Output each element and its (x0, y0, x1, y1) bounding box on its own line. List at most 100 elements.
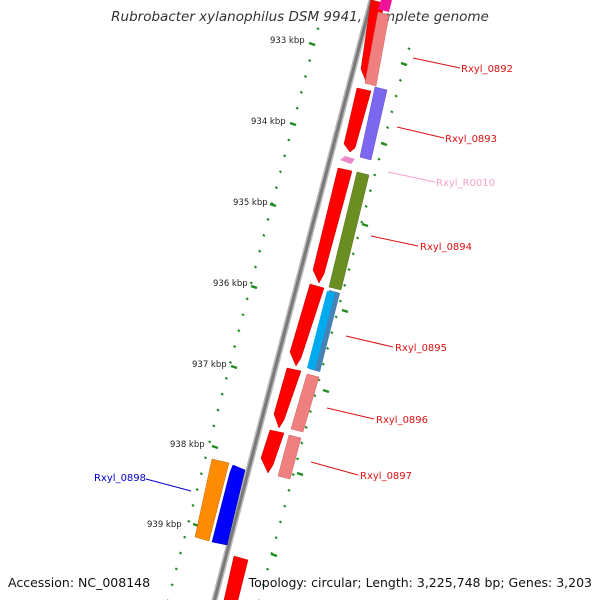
kbp-ticks: 933 kbp 934 kbp 935 kbp 936 kbp 937 kbp … (147, 36, 408, 558)
scale-dot (398, 78, 403, 82)
leader-line (345, 335, 394, 348)
scale-dot (394, 94, 398, 98)
scale-dot (287, 488, 291, 492)
scale-dot (299, 90, 303, 94)
gene-label[interactable]: Rxyl_0894 (420, 242, 472, 253)
gene-label[interactable]: Rxyl_0895 (395, 343, 447, 354)
scale-dot (208, 440, 212, 444)
scale-dot (351, 252, 355, 256)
leader-line (387, 171, 436, 183)
scale-dot (360, 220, 364, 224)
kbp-tick-label: 938 kbp (170, 440, 205, 450)
scale-dot (224, 376, 228, 380)
scale-dot (245, 297, 249, 301)
label-leaders (145, 57, 461, 492)
kbp-tick (269, 202, 277, 208)
scale-dot (316, 27, 320, 31)
gene-label[interactable]: Rxyl_0893 (445, 134, 497, 145)
cog-bar[interactable] (328, 171, 370, 291)
kbp-tick (250, 284, 258, 290)
kbp-tick (230, 364, 238, 370)
scale-dot (373, 173, 377, 177)
kbp-tick-label: 933 kbp (270, 36, 305, 46)
scale-dot (283, 504, 287, 508)
scale-dot (274, 186, 278, 190)
gene-arrow[interactable] (260, 429, 285, 474)
scale-dot (364, 204, 368, 209)
scale-dot (220, 392, 224, 396)
genome-backbone (211, 0, 375, 600)
forward-strand-genes (211, 464, 246, 546)
scale-dot (347, 267, 351, 272)
scale-dot (308, 409, 313, 414)
scale-dot (216, 408, 220, 412)
leader-line (370, 235, 419, 247)
scale-dot (274, 536, 278, 540)
scale-dot (300, 441, 304, 445)
gene-label[interactable]: Rxyl_0897 (360, 471, 412, 482)
scale-dot (191, 503, 195, 507)
scale-dot (249, 281, 253, 285)
scale-dot (390, 110, 394, 114)
gene-label[interactable]: Rxyl_R0010 (436, 178, 495, 189)
scale-dot (187, 519, 191, 523)
gene-label[interactable]: Rxyl_0898 (94, 473, 146, 484)
gene-arrow[interactable] (289, 283, 325, 367)
scale-dot (262, 233, 266, 237)
kbp-tick-label: 939 kbp (147, 520, 182, 530)
gene-label[interactable]: Rxyl_0896 (376, 415, 428, 426)
inner-tick (322, 388, 330, 394)
scale-dot (303, 74, 308, 78)
scale-dot (233, 344, 237, 349)
scale-dot (295, 457, 300, 461)
leader-line (145, 478, 192, 492)
kbp-tick-label: 934 kbp (251, 117, 286, 127)
gene-arrow[interactable] (312, 167, 353, 284)
cog-bar[interactable] (277, 434, 302, 480)
scale-dot (308, 58, 312, 63)
scale-dot (183, 535, 187, 539)
kbp-tick-label: 936 kbp (213, 279, 248, 289)
cog-bar[interactable] (359, 86, 388, 161)
scale-dot (368, 189, 373, 193)
scale-dot (237, 329, 241, 333)
scale-dots-right (258, 47, 411, 600)
scale-dot (377, 157, 381, 161)
leader-line (396, 126, 445, 139)
scale-dot (330, 331, 334, 335)
cog-bar[interactable] (194, 458, 230, 542)
scale-dot (283, 154, 287, 158)
scale-dot (343, 283, 347, 287)
cog-bar[interactable] (378, 0, 392, 12)
scale-dot (278, 170, 283, 174)
scale-dot (258, 249, 262, 253)
kbp-tick-label: 937 kbp (192, 360, 227, 370)
rna-arrow[interactable] (340, 156, 355, 164)
gene-label[interactable]: Rxyl_0892 (461, 64, 513, 75)
cog-bar[interactable] (364, 11, 390, 87)
gene-arrow[interactable] (223, 555, 249, 600)
gene-labels: Rxyl_0892 Rxyl_0893 Rxyl_R0010 Rxyl_0894… (94, 64, 513, 484)
scale-dot (385, 126, 390, 130)
scale-dot (170, 583, 174, 587)
scale-dot (261, 583, 265, 587)
kbp-tick (289, 121, 297, 127)
gene-arrow[interactable] (343, 87, 372, 153)
kbp-tick (308, 41, 316, 47)
map-title: Rubrobacter xylanophilus DSM 9941, compl… (111, 9, 489, 25)
inner-tick (270, 552, 278, 558)
leader-line (326, 407, 375, 420)
scale-dot (295, 106, 299, 110)
reverse-strand-genes (223, 0, 385, 600)
scale-dot (253, 265, 258, 269)
gene-arrow[interactable] (211, 464, 246, 546)
scale-dot (199, 472, 203, 476)
cog-bar[interactable] (307, 291, 335, 370)
scale-dot (338, 299, 343, 303)
cog-bar[interactable] (290, 373, 320, 433)
inner-tick (400, 61, 408, 67)
inner-tick (341, 308, 349, 314)
gene-arrow[interactable] (273, 367, 302, 429)
